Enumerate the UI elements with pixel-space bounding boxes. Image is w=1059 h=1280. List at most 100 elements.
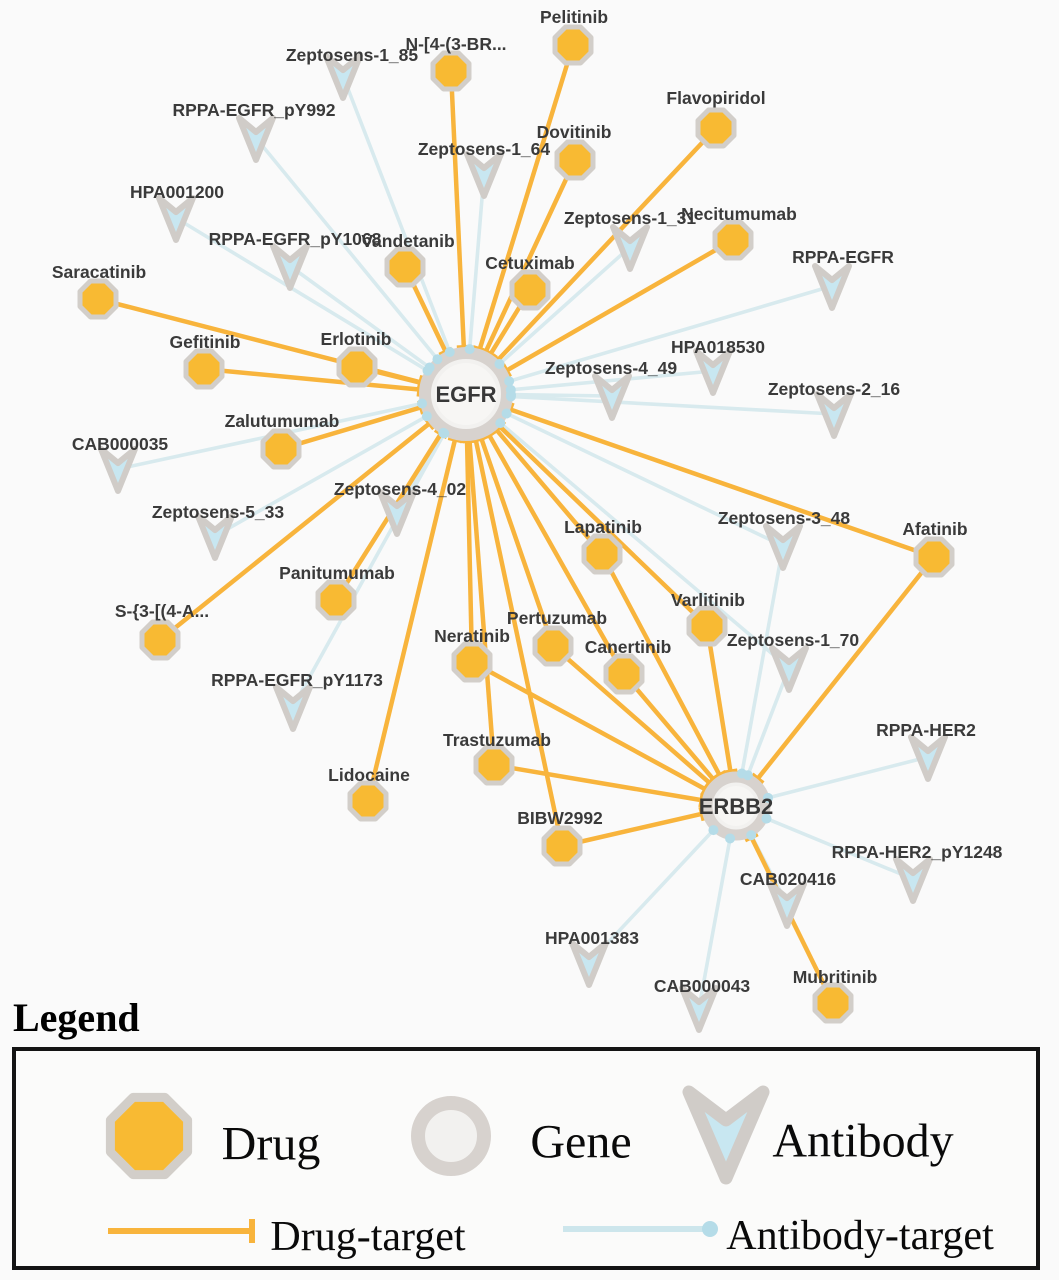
antibody-target-edge-rppa-egfr-egfr [465,284,833,396]
antibody-node-hpa018530[interactable] [693,348,733,396]
node-label-rppa-egfr: RPPA-EGFR [792,247,894,267]
node-label-canertinib: Canertinib [585,637,672,657]
antibody-node-zeptosens-4-02[interactable] [377,489,417,537]
node-label-varlitinib: Varlitinib [671,590,745,610]
antibody-node-rppa-egfr-py992[interactable] [236,115,276,163]
antibody-node-rppa-egfr[interactable] [812,263,852,311]
antibody-node-zeptosens-4-49[interactable] [592,373,632,421]
drug-node-necitumumab[interactable] [712,219,754,261]
legend-gene-label: Gene [530,1115,632,1169]
drug-target-edge-lidocaine-egfr [365,439,458,802]
drug-node-cetuximab[interactable] [509,269,551,311]
node-label-hpa001383: HPA001383 [545,928,639,948]
antibody-edge-dot-rppa-egfr-py992 [432,354,443,365]
antibody-edge-dot-cab000043 [725,833,736,844]
drug-target-edge-tee-canertinib-erbb2 [706,773,720,786]
drug-node-dovitinib[interactable] [554,139,596,181]
drug-node-mubritinib[interactable] [812,982,854,1024]
drug-target-edge-tee-bibw2992-erbb2 [698,806,706,822]
drug-node-panitumumab[interactable] [315,579,357,621]
node-label-saracatinib: Saracatinib [52,262,146,282]
antibody-edge-dot-zeptosens-5-33 [421,411,432,422]
drug-node-neratinib[interactable] [451,641,493,683]
node-label-pelitinib: Pelitinib [540,7,608,27]
antibody-node-cab000043[interactable] [679,985,719,1033]
antibody-node-cab000035[interactable] [98,446,138,494]
node-label-gefitinib: Gefitinib [170,332,241,352]
drug-target-edge-trastuzumab-erbb2 [493,762,702,803]
antibody-node-zeptosens-1-64[interactable] [464,151,504,199]
drug-node-trastuzumab[interactable] [473,744,515,786]
antibody-node-rppa-egfr-py1173[interactable] [273,684,313,732]
node-label-afatinib: Afatinib [902,519,967,539]
node-label-zalutumumab: Zalutumumab [225,411,340,431]
antibody-node-hpa001383[interactable] [569,940,609,988]
drug-target-edge-trastuzumab-egfr [467,440,497,766]
node-label-zeptosens-1-70: Zeptosens-1_70 [727,630,860,650]
drug-node-flavopiridol[interactable] [695,107,737,149]
node-label-s-3-4-a: S-{3-[(4-A... [115,601,209,621]
antibody-node-zeptosens-1-70[interactable] [769,645,809,693]
drug-target-edge-afatinib-erbb2 [756,555,936,781]
drug-node-s-3-4-a[interactable] [139,619,181,661]
antibody-node-zeptosens-3-48[interactable] [763,523,803,571]
drug-node-varlitinib[interactable] [686,605,728,647]
antibody-node-rppa-her2[interactable] [908,734,948,782]
legend-antibody-label: Antibody [772,1114,954,1168]
antibody-edge-dot-zeptosens-1-70 [495,418,506,429]
antibody-edge-dot-hpa001383 [708,825,719,836]
drug-node-afatinib[interactable] [913,536,955,578]
antibody-node-zeptosens-5-33[interactable] [195,513,235,561]
antibody-target-edge-zeptosens-3-48-egfr [465,392,784,548]
drug-target-edge-canertinib-egfr [487,433,626,676]
drug-node-saracatinib[interactable] [77,278,119,320]
antibody-edge-dot-zeptosens-1-70 [742,770,753,781]
drug-node-canertinib[interactable] [603,653,645,695]
legend-drug-label: Drug [221,1117,321,1171]
drug-node-n-4-3-br[interactable] [430,50,472,92]
node-label-dovitinib: Dovitinib [537,122,612,142]
drug-node-lidocaine[interactable] [347,780,389,822]
node-label-zeptosens-3-48: Zeptosens-3_48 [718,508,851,528]
node-label-zeptosens-4-02: Zeptosens-4_02 [334,479,467,499]
drug-target-edge-neratinib-erbb2 [470,660,707,792]
node-label-rppa-her2-py1248: RPPA-HER2_pY1248 [832,842,1003,862]
antibody-node-zeptosens-2-16[interactable] [814,391,854,439]
node-label-zeptosens-1-85: Zeptosens-1_85 [286,45,419,65]
node-label-vandetanib: Vandetanib [361,231,454,251]
antibody-node-zeptosens-1-31[interactable] [610,224,650,272]
node-label-necitumumab: Necitumumab [681,204,797,224]
node-label-mubritinib: Mubritinib [793,967,878,987]
antibody-edge-dot-zeptosens-1-31 [494,358,505,369]
drug-target-edge-lapatinib-egfr [494,428,604,556]
node-label-rppa-egfr-py992: RPPA-EGFR_pY992 [172,100,335,120]
legend-antibody-target-edge-icon [563,1221,718,1237]
drug-node-lapatinib[interactable] [581,533,623,575]
antibody-node-rppa-egfr-py1068[interactable] [270,243,310,291]
antibody-target-edge-rppa-egfr-py1173-egfr [291,393,468,708]
drug-node-bibw2992[interactable] [541,825,583,867]
drug-node-pelitinib[interactable] [552,24,594,66]
node-label-rppa-egfr-py1173: RPPA-EGFR_pY1173 [211,670,383,690]
antibody-node-hpa001200[interactable] [156,195,196,243]
antibody-edge-dot-zeptosens-2-16 [505,391,516,402]
drug-target-edge-pertuzumab-erbb2 [551,644,712,785]
drug-node-erlotinib[interactable] [336,346,378,388]
drug-target-edge-tee-cetuximab-egfr [483,348,498,360]
antibody-node-zeptosens-1-85[interactable] [323,53,363,101]
drug-target-edge-lapatinib-erbb2 [600,552,722,777]
antibody-edge-dot-rppa-her2-py1248 [761,813,772,824]
drug-node-gefitinib[interactable] [183,348,225,390]
antibody-target-edge-zeptosens-3-48-erbb2 [734,545,785,807]
drug-node-pertuzumab[interactable] [532,625,574,667]
drug-target-edge-neratinib-egfr [464,440,475,663]
drug-node-zalutumumab[interactable] [260,428,302,470]
node-label-erlotinib: Erlotinib [321,329,392,349]
drug-node-vandetanib[interactable] [384,246,426,288]
drug-target-edge-varlitinib-erbb2 [704,625,733,772]
drug-target-edge-bibw2992-egfr [473,439,565,847]
antibody-node-rppa-her2-py1248[interactable] [893,856,933,904]
drug-target-edge-gefitinib-egfr [203,366,420,392]
antibody-node-cab020416[interactable] [767,881,807,929]
